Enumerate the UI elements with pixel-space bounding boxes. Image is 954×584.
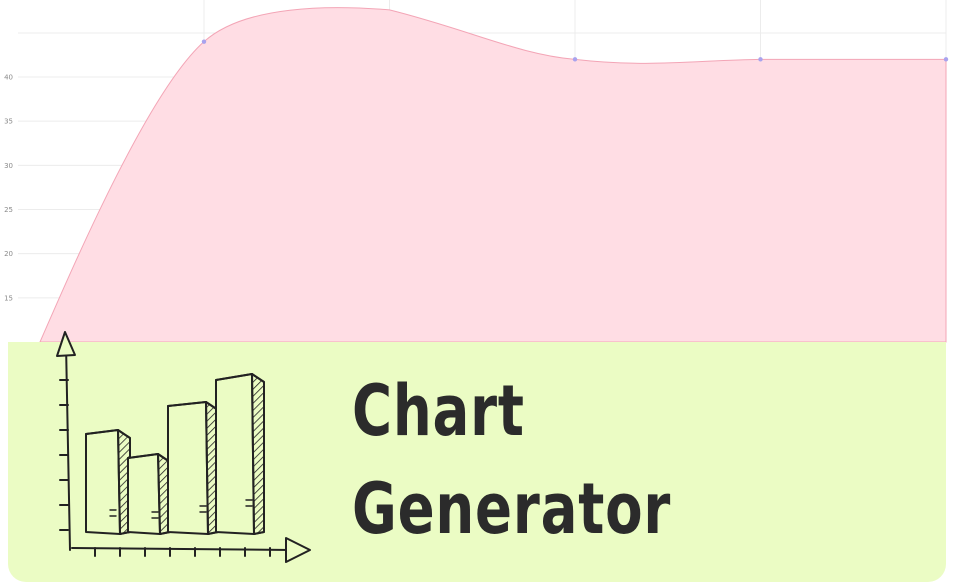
data-point-0 (201, 39, 207, 44)
banner-title-line1: Chart (352, 370, 525, 452)
y-axis-ticks: 15 20 25 30 35 40 (4, 74, 13, 303)
y-tick-label-5: 40 (4, 74, 13, 82)
series-area (39, 7, 947, 343)
data-point-4 (943, 57, 949, 62)
y-tick-label-2: 25 (4, 206, 13, 214)
y-tick-label-1: 20 (4, 250, 13, 258)
y-tick-label-0: 15 (4, 294, 13, 302)
data-point-2 (572, 57, 578, 62)
bar-chart-sketch-icon (56, 331, 311, 563)
y-tick-label-4: 35 (4, 118, 13, 126)
banner-title-line2: Generator (352, 468, 672, 550)
y-tick-label-3: 30 (4, 162, 13, 170)
series-markers (201, 39, 949, 62)
data-point-3 (758, 57, 763, 62)
